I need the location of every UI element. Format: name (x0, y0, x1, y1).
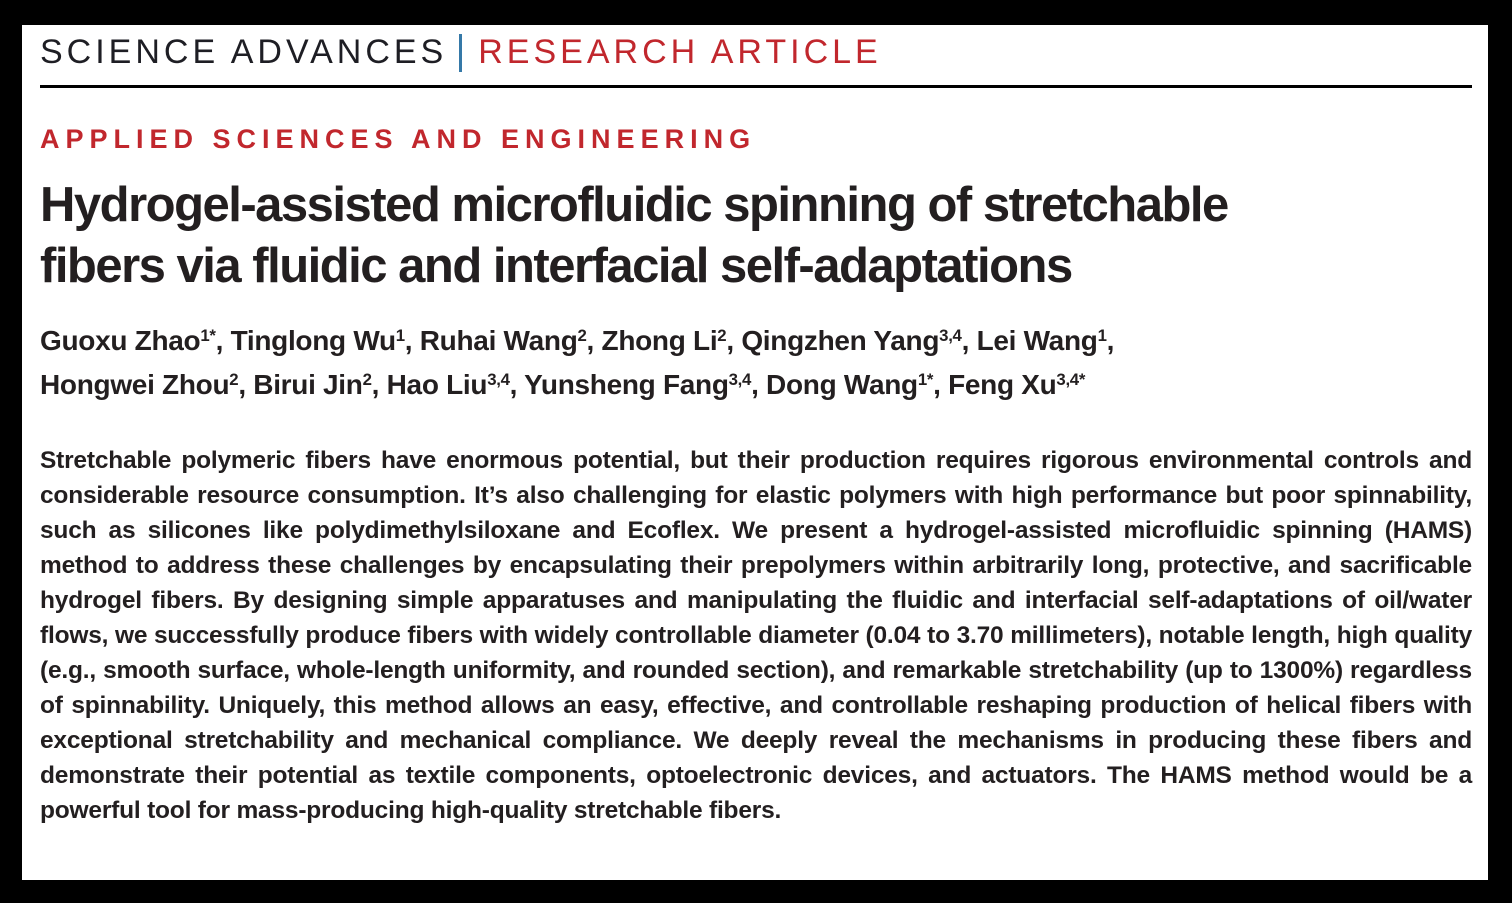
author-name: Hongwei Zhou (40, 369, 230, 400)
author-name: Hao Liu (386, 369, 488, 400)
author-line-0: Guoxu Zhao1*, Tinglong Wu1, Ruhai Wang2,… (40, 325, 1115, 356)
article-type-label: RESEARCH ARTICLE (478, 33, 882, 71)
journal-header: SCIENCE ADVANCES RESEARCH ARTICLE (40, 33, 1472, 72)
author-name: Guoxu Zhao (40, 325, 201, 356)
article-page: SCIENCE ADVANCES RESEARCH ARTICLE APPLIE… (22, 25, 1488, 880)
author-name: Birui Jin (253, 369, 363, 400)
article-title: Hydrogel-assisted microfluidic spinning … (40, 175, 1472, 297)
author-affiliation-sup: 3,4* (1056, 369, 1086, 389)
author-name: Ruhai Wang (419, 325, 578, 356)
author-affiliation-sup: 3,4 (728, 369, 752, 389)
author-affiliation-sup: 3,4 (487, 369, 510, 389)
author-affiliation-sup: 3,4 (939, 325, 962, 345)
author-line-1: Hongwei Zhou2, Birui Jin2, Hao Liu3,4, Y… (40, 369, 1086, 400)
author-name: Zhong Li (601, 325, 718, 356)
pipe-divider (459, 33, 463, 72)
author-name: Yunsheng Fang (524, 369, 729, 400)
author-affiliation-sup: 2 (229, 369, 239, 389)
author-affiliation-sup: 2 (362, 369, 372, 389)
author-affiliation-sup: 1 (1097, 325, 1107, 345)
author-name: Tinglong Wu (230, 325, 396, 356)
author-affiliation-sup: 2 (577, 325, 587, 345)
author-name: Dong Wang (766, 369, 918, 400)
title-line-1: Hydrogel-assisted microfluidic spinning … (40, 178, 1229, 232)
category-label: APPLIED SCIENCES AND ENGINEERING (40, 124, 757, 154)
authors-block: Guoxu Zhao1*, Tinglong Wu1, Ruhai Wang2,… (40, 319, 1472, 407)
header-rule (40, 85, 1472, 88)
author-affiliation-sup: 1* (917, 369, 934, 389)
title-line-2: fibers via fluidic and interfacial self-… (40, 239, 1073, 293)
author-affiliation-sup: 1 (395, 325, 405, 345)
journal-name: SCIENCE ADVANCES (40, 33, 448, 71)
author-name: Feng Xu (948, 369, 1057, 400)
author-name: Qingzhen Yang (741, 325, 940, 356)
abstract-text: Stretchable polymeric fibers have enormo… (40, 447, 1472, 824)
author-affiliation-sup: 1* (200, 325, 216, 345)
author-affiliation-sup: 2 (717, 325, 727, 345)
author-name: Lei Wang (976, 325, 1098, 356)
